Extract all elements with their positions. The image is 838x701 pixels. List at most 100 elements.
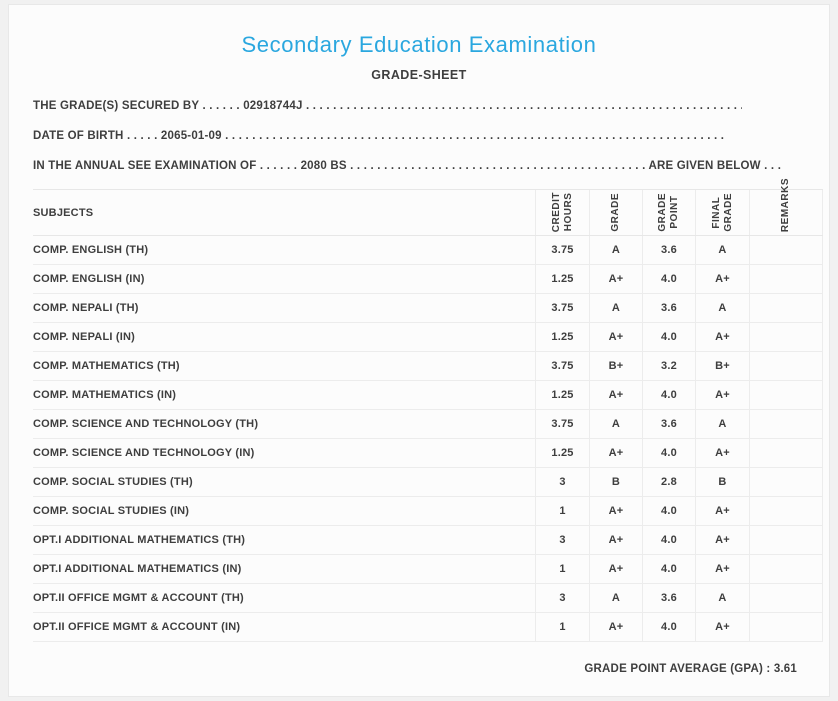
are-given-below-label: ARE GIVEN BELOW — [648, 160, 761, 172]
dotted-filler: . . . . . . . . . . . . . . . . . . . . … — [305, 100, 742, 112]
date-of-birth-value: 2065-01-09 — [160, 130, 222, 142]
grade-table: SUBJECTS CREDIT HOURS GRADE GRADE POINT … — [33, 178, 823, 642]
credit-hours-cell: 3.75 — [535, 352, 589, 380]
table-row: OPT.I ADDITIONAL MATHEMATICS (TH) 3 A+ 4… — [33, 526, 823, 555]
subject-cell: OPT.II OFFICE MGMT & ACCOUNT (TH) — [33, 592, 244, 604]
grade-cell: B — [589, 468, 642, 496]
date-of-birth-label: DATE OF BIRTH — [33, 130, 124, 142]
grade-point-cell: 4.0 — [642, 555, 695, 583]
table-row: COMP. MATHEMATICS (TH) 3.75 B+ 3.2 B+ — [33, 352, 823, 381]
remarks-cell — [749, 410, 823, 438]
remarks-cell — [749, 294, 823, 322]
table-row: COMP. NEPALI (IN) 1.25 A+ 4.0 A+ — [33, 323, 823, 352]
final-grade-cell: B — [695, 468, 749, 496]
credit-hours-cell: 1.25 — [535, 265, 589, 293]
final-grade-cell: A+ — [695, 323, 749, 351]
grade-cell: A — [589, 294, 642, 322]
grade-point-cell: 2.8 — [642, 468, 695, 496]
grade-point-cell: 4.0 — [642, 613, 695, 641]
credit-hours-cell: 1 — [535, 613, 589, 641]
credit-hours-cell: 3 — [535, 468, 589, 496]
column-header-subjects: SUBJECTS — [33, 206, 94, 219]
examination-line: IN THE ANNUAL SEE EXAMINATION OF . . . .… — [33, 159, 814, 173]
remarks-cell — [749, 236, 823, 264]
subject-cell: COMP. SCIENCE AND TECHNOLOGY (TH) — [33, 418, 259, 430]
subject-cell: COMP. ENGLISH (TH) — [33, 244, 149, 256]
gpa-line: GRADE POINT AVERAGE (GPA) : 3.61 — [24, 662, 805, 676]
grade-cell: A+ — [589, 381, 642, 409]
remarks-cell — [749, 352, 823, 380]
subject-cell: COMP. SOCIAL STUDIES (TH) — [33, 476, 193, 488]
grade-point-cell: 3.6 — [642, 410, 695, 438]
grade-sheet-subtitle: GRADE-SHEET — [371, 68, 467, 82]
final-grade-cell: A+ — [695, 439, 749, 467]
credit-hours-cell: 1 — [535, 555, 589, 583]
grade-cell: A+ — [589, 439, 642, 467]
grade-cell: A+ — [589, 323, 642, 351]
table-row: COMP. SCIENCE AND TECHNOLOGY (IN) 1.25 A… — [33, 439, 823, 468]
credit-hours-cell: 1 — [535, 497, 589, 525]
subject-cell: OPT.I ADDITIONAL MATHEMATICS (IN) — [33, 563, 242, 575]
final-grade-cell: A+ — [695, 497, 749, 525]
credit-hours-cell: 3 — [535, 526, 589, 554]
subject-cell: COMP. MATHEMATICS (IN) — [33, 389, 177, 401]
grade-cell: A — [589, 584, 642, 612]
grade-sheet-card: Secondary Education Examination GRADE-SH… — [8, 4, 830, 697]
remarks-cell — [749, 613, 823, 641]
grade-table-body: COMP. ENGLISH (TH) 3.75 A 3.6 A COMP. EN… — [33, 236, 823, 642]
final-grade-cell: A+ — [695, 613, 749, 641]
column-header-final-grade: FINAL GRADE — [695, 190, 749, 235]
table-row: COMP. SOCIAL STUDIES (TH) 3 B 2.8 B — [33, 468, 823, 497]
grade-point-cell: 4.0 — [642, 439, 695, 467]
grade-cell: A+ — [589, 265, 642, 293]
column-header-remarks: REMARKS — [749, 178, 823, 235]
grade-point-cell: 4.0 — [642, 526, 695, 554]
table-row: OPT.II OFFICE MGMT & ACCOUNT (TH) 3 A 3.… — [33, 584, 823, 613]
dotted-filler: . . . . . — [123, 130, 161, 142]
dotted-filler: . . . . . . . . . . . . . . . . . . . . … — [346, 160, 649, 172]
student-symbol-number: 02918744J — [243, 100, 303, 112]
credit-hours-cell: 1.25 — [535, 323, 589, 351]
gpa-label: GRADE POINT AVERAGE (GPA) : — [584, 663, 771, 675]
grade-point-cell: 3.2 — [642, 352, 695, 380]
table-row: COMP. NEPALI (TH) 3.75 A 3.6 A — [33, 294, 823, 323]
grade-cell: A — [589, 236, 642, 264]
grade-point-cell: 3.6 — [642, 584, 695, 612]
subject-cell: OPT.I ADDITIONAL MATHEMATICS (TH) — [33, 534, 246, 546]
dotted-filler: . . . . . . — [199, 100, 244, 112]
column-header-grade: GRADE — [589, 190, 642, 235]
final-grade-cell: A — [695, 294, 749, 322]
credit-hours-cell: 3 — [535, 584, 589, 612]
grade-point-cell: 4.0 — [642, 381, 695, 409]
final-grade-cell: A+ — [695, 265, 749, 293]
grade-cell: B+ — [589, 352, 642, 380]
table-row: COMP. ENGLISH (TH) 3.75 A 3.6 A — [33, 236, 823, 265]
grade-table-header: SUBJECTS CREDIT HOURS GRADE GRADE POINT … — [33, 178, 823, 236]
final-grade-cell: A — [695, 410, 749, 438]
final-grade-cell: A+ — [695, 381, 749, 409]
remarks-cell — [749, 323, 823, 351]
examination-label: IN THE ANNUAL SEE EXAMINATION OF — [33, 160, 257, 172]
gpa-value: 3.61 — [773, 663, 797, 675]
date-of-birth-line: DATE OF BIRTH . . . . . 2065-01-09 . . .… — [33, 129, 725, 143]
subject-cell: COMP. ENGLISH (IN) — [33, 273, 145, 285]
table-row: OPT.II OFFICE MGMT & ACCOUNT (IN) 1 A+ 4… — [33, 613, 823, 642]
table-row: OPT.I ADDITIONAL MATHEMATICS (IN) 1 A+ 4… — [33, 555, 823, 584]
final-grade-cell: A+ — [695, 555, 749, 583]
subject-cell: COMP. NEPALI (TH) — [33, 302, 139, 314]
subject-cell: COMP. MATHEMATICS (TH) — [33, 360, 180, 372]
subject-cell: COMP. SOCIAL STUDIES (IN) — [33, 505, 190, 517]
credit-hours-cell: 3.75 — [535, 410, 589, 438]
remarks-cell — [749, 555, 823, 583]
credit-hours-cell: 3.75 — [535, 294, 589, 322]
student-info: THE GRADE(S) SECURED BY . . . . . . 0291… — [24, 99, 814, 173]
final-grade-cell: A — [695, 584, 749, 612]
dotted-filler: . . . . . . . . . . . . . . . . . . . . … — [221, 130, 725, 142]
credit-hours-cell: 3.75 — [535, 236, 589, 264]
dotted-filler: . . . — [760, 160, 782, 172]
secured-by-label: THE GRADE(S) SECURED BY — [33, 100, 200, 112]
remarks-cell — [749, 381, 823, 409]
table-row: COMP. MATHEMATICS (IN) 1.25 A+ 4.0 A+ — [33, 381, 823, 410]
secured-by-line: THE GRADE(S) SECURED BY . . . . . . 0291… — [33, 99, 742, 113]
final-grade-cell: A+ — [695, 526, 749, 554]
